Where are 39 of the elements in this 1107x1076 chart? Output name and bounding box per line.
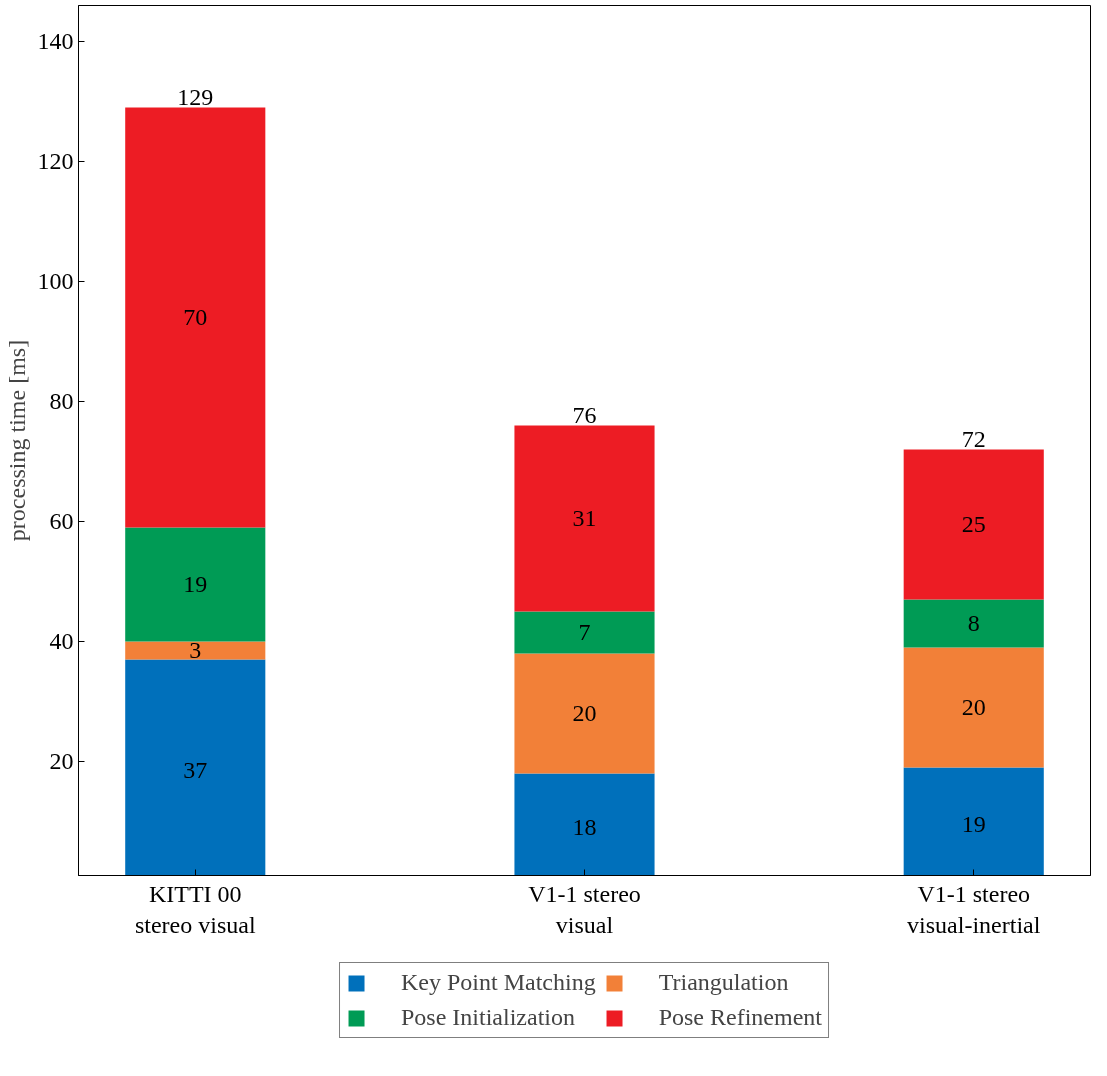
data-label: 25 xyxy=(961,511,986,537)
data-label: 19 xyxy=(183,571,208,597)
legend-label: Key Point Matching xyxy=(401,969,596,996)
data-label: 7 xyxy=(578,619,591,645)
y-tick-label: 20 xyxy=(49,748,74,774)
y-tick-label: 60 xyxy=(49,508,74,534)
data-label: 3 xyxy=(189,637,202,663)
x-tick-label: V1-1 stereo visual xyxy=(528,880,641,938)
data-label: 19 xyxy=(961,811,986,837)
x-tick-label: KITTI 00 stereo visual xyxy=(134,880,256,938)
data-label: 70 xyxy=(183,304,208,330)
data-label: 37 xyxy=(183,757,208,783)
bar xyxy=(514,653,655,774)
y-tick-label: 140 xyxy=(37,28,74,54)
bar xyxy=(903,449,1044,600)
data-label: 18 xyxy=(572,814,597,840)
total-label: 76 xyxy=(572,401,597,428)
bar xyxy=(514,425,655,612)
legend-label: Pose Refinement xyxy=(658,1004,822,1031)
data-label: 20 xyxy=(572,700,597,726)
x-tick-label: V1-1 stereo visual-inertial xyxy=(907,880,1041,938)
y-tick-label: 100 xyxy=(37,268,74,294)
total-label: 72 xyxy=(961,425,986,452)
bar xyxy=(125,107,266,528)
legend-label: Triangulation xyxy=(658,969,789,996)
data-label: 31 xyxy=(572,505,597,531)
data-label: 20 xyxy=(961,694,986,720)
total-label: 129 xyxy=(177,83,214,110)
data-label: 8 xyxy=(967,610,980,636)
bar xyxy=(903,599,1044,648)
y-tick-label: 120 xyxy=(37,148,74,174)
y-tick-label: 80 xyxy=(49,388,74,414)
bar xyxy=(125,527,266,642)
bar xyxy=(514,611,655,654)
y-tick-label: 40 xyxy=(49,628,74,654)
bar xyxy=(903,647,1044,768)
bar xyxy=(125,641,266,660)
y-axis-title: processing time [ms] xyxy=(3,339,30,542)
legend-label: Pose Initialization xyxy=(401,1004,575,1031)
